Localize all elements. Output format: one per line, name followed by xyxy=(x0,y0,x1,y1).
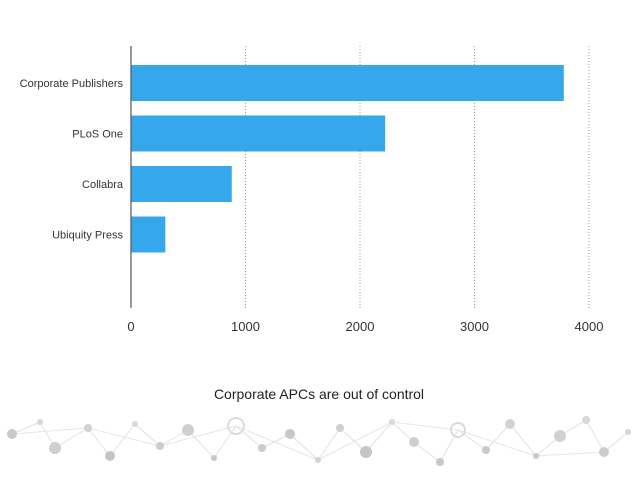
network-link xyxy=(261,433,291,449)
bar-corporate-publishers xyxy=(131,65,564,101)
x-tick-label-3000: 3000 xyxy=(460,319,489,334)
x-tick-label-1000: 1000 xyxy=(231,319,260,334)
network-link xyxy=(87,427,161,447)
network-link xyxy=(457,429,537,457)
network-link xyxy=(317,421,393,461)
network-link xyxy=(235,425,319,461)
network-node xyxy=(258,444,266,452)
category-label-collabra: Collabra xyxy=(82,179,124,191)
network-node xyxy=(599,447,609,457)
network-link xyxy=(11,427,89,435)
network-link xyxy=(439,429,459,463)
x-tick-label-4000: 4000 xyxy=(575,319,604,334)
network-node xyxy=(49,442,61,454)
network-node xyxy=(482,446,490,454)
network-link xyxy=(603,431,629,453)
bar-chart: Corporate Publishers PLoS One Collabra Ubiq… xyxy=(20,46,604,334)
network-node xyxy=(505,419,515,429)
network-node xyxy=(84,424,92,432)
network-link xyxy=(235,425,263,449)
network-node xyxy=(450,422,466,438)
network-node xyxy=(409,437,419,447)
network-link xyxy=(289,433,319,461)
x-tick-label-2000: 2000 xyxy=(346,319,375,334)
network-node xyxy=(360,446,372,458)
network-node xyxy=(285,429,295,439)
slide-caption: Corporate APCs are out of control xyxy=(213,386,425,402)
network-link xyxy=(509,423,537,457)
network-node xyxy=(105,451,115,461)
bar-ubiquity-press xyxy=(131,216,166,253)
bar-collabra xyxy=(131,166,232,202)
network-link xyxy=(485,423,511,451)
network-link xyxy=(54,427,89,449)
network-link xyxy=(535,451,605,457)
network-node xyxy=(625,429,631,435)
network-link xyxy=(11,421,41,435)
network-link xyxy=(365,421,393,453)
network-node xyxy=(227,417,245,435)
category-label-plos-one: PLoS One xyxy=(72,129,123,141)
network-link xyxy=(457,429,487,451)
network-node xyxy=(182,424,194,436)
network-node xyxy=(7,429,17,439)
network-node xyxy=(315,457,321,463)
x-tick-label-0: 0 xyxy=(127,319,134,334)
network-node xyxy=(37,419,43,425)
network-link xyxy=(134,423,161,447)
network-node xyxy=(336,424,344,432)
network-node xyxy=(436,458,444,466)
network-link xyxy=(391,421,459,431)
category-label-ubiquity-press: Ubiquity Press xyxy=(52,230,123,242)
network-link xyxy=(213,425,237,459)
network-link xyxy=(159,425,237,447)
network-link xyxy=(413,441,441,463)
network-node xyxy=(554,430,566,442)
network-node xyxy=(156,442,164,450)
network-pattern-decoration xyxy=(7,416,631,466)
network-link xyxy=(317,427,341,461)
category-label-corporate-publishers: Corporate Publishers xyxy=(20,78,124,90)
network-node xyxy=(211,455,217,461)
network-link xyxy=(187,429,215,459)
network-node xyxy=(533,453,539,459)
network-node xyxy=(582,416,590,424)
network-node xyxy=(132,421,138,427)
network-link xyxy=(585,419,605,453)
network-node xyxy=(389,419,395,425)
bar-plos-one xyxy=(131,115,386,152)
network-link xyxy=(109,423,136,457)
network-link xyxy=(87,427,111,457)
